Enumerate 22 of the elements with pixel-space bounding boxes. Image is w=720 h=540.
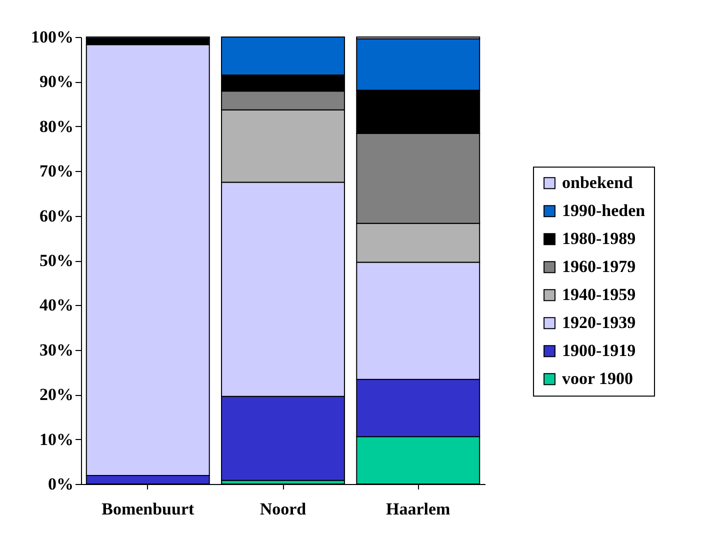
y-tick-label: 30% <box>40 340 74 360</box>
y-tick-label: 0% <box>48 474 74 494</box>
legend-label: 1940-1959 <box>562 285 636 304</box>
x-tick-label: Bomenbuurt <box>102 500 195 518</box>
legend-label: 1960-1979 <box>562 257 636 276</box>
y-tick-label: 90% <box>40 72 74 92</box>
y-tick-label: 40% <box>40 296 74 315</box>
y-tick-label: 80% <box>40 116 74 136</box>
y-tick-label: 20% <box>40 385 74 404</box>
x-tick-label: Haarlem <box>386 500 450 518</box>
x-tick-label: Noord <box>260 500 307 518</box>
legend-label: 1980-1989 <box>562 229 636 248</box>
y-tick-label: 70% <box>40 162 74 181</box>
y-tick-label: 60% <box>40 206 74 226</box>
y-tick-label: 100% <box>31 28 74 46</box>
legend-label: onbekend <box>562 173 634 192</box>
legend-label: voor 1900 <box>562 369 633 388</box>
y-tick-label: 10% <box>40 430 74 449</box>
legend-label: 1920-1939 <box>562 313 636 332</box>
legend-label: 1990-heden <box>562 201 646 220</box>
y-tick-label: 50% <box>40 251 74 270</box>
legend-label: 1900-1919 <box>562 341 636 360</box>
